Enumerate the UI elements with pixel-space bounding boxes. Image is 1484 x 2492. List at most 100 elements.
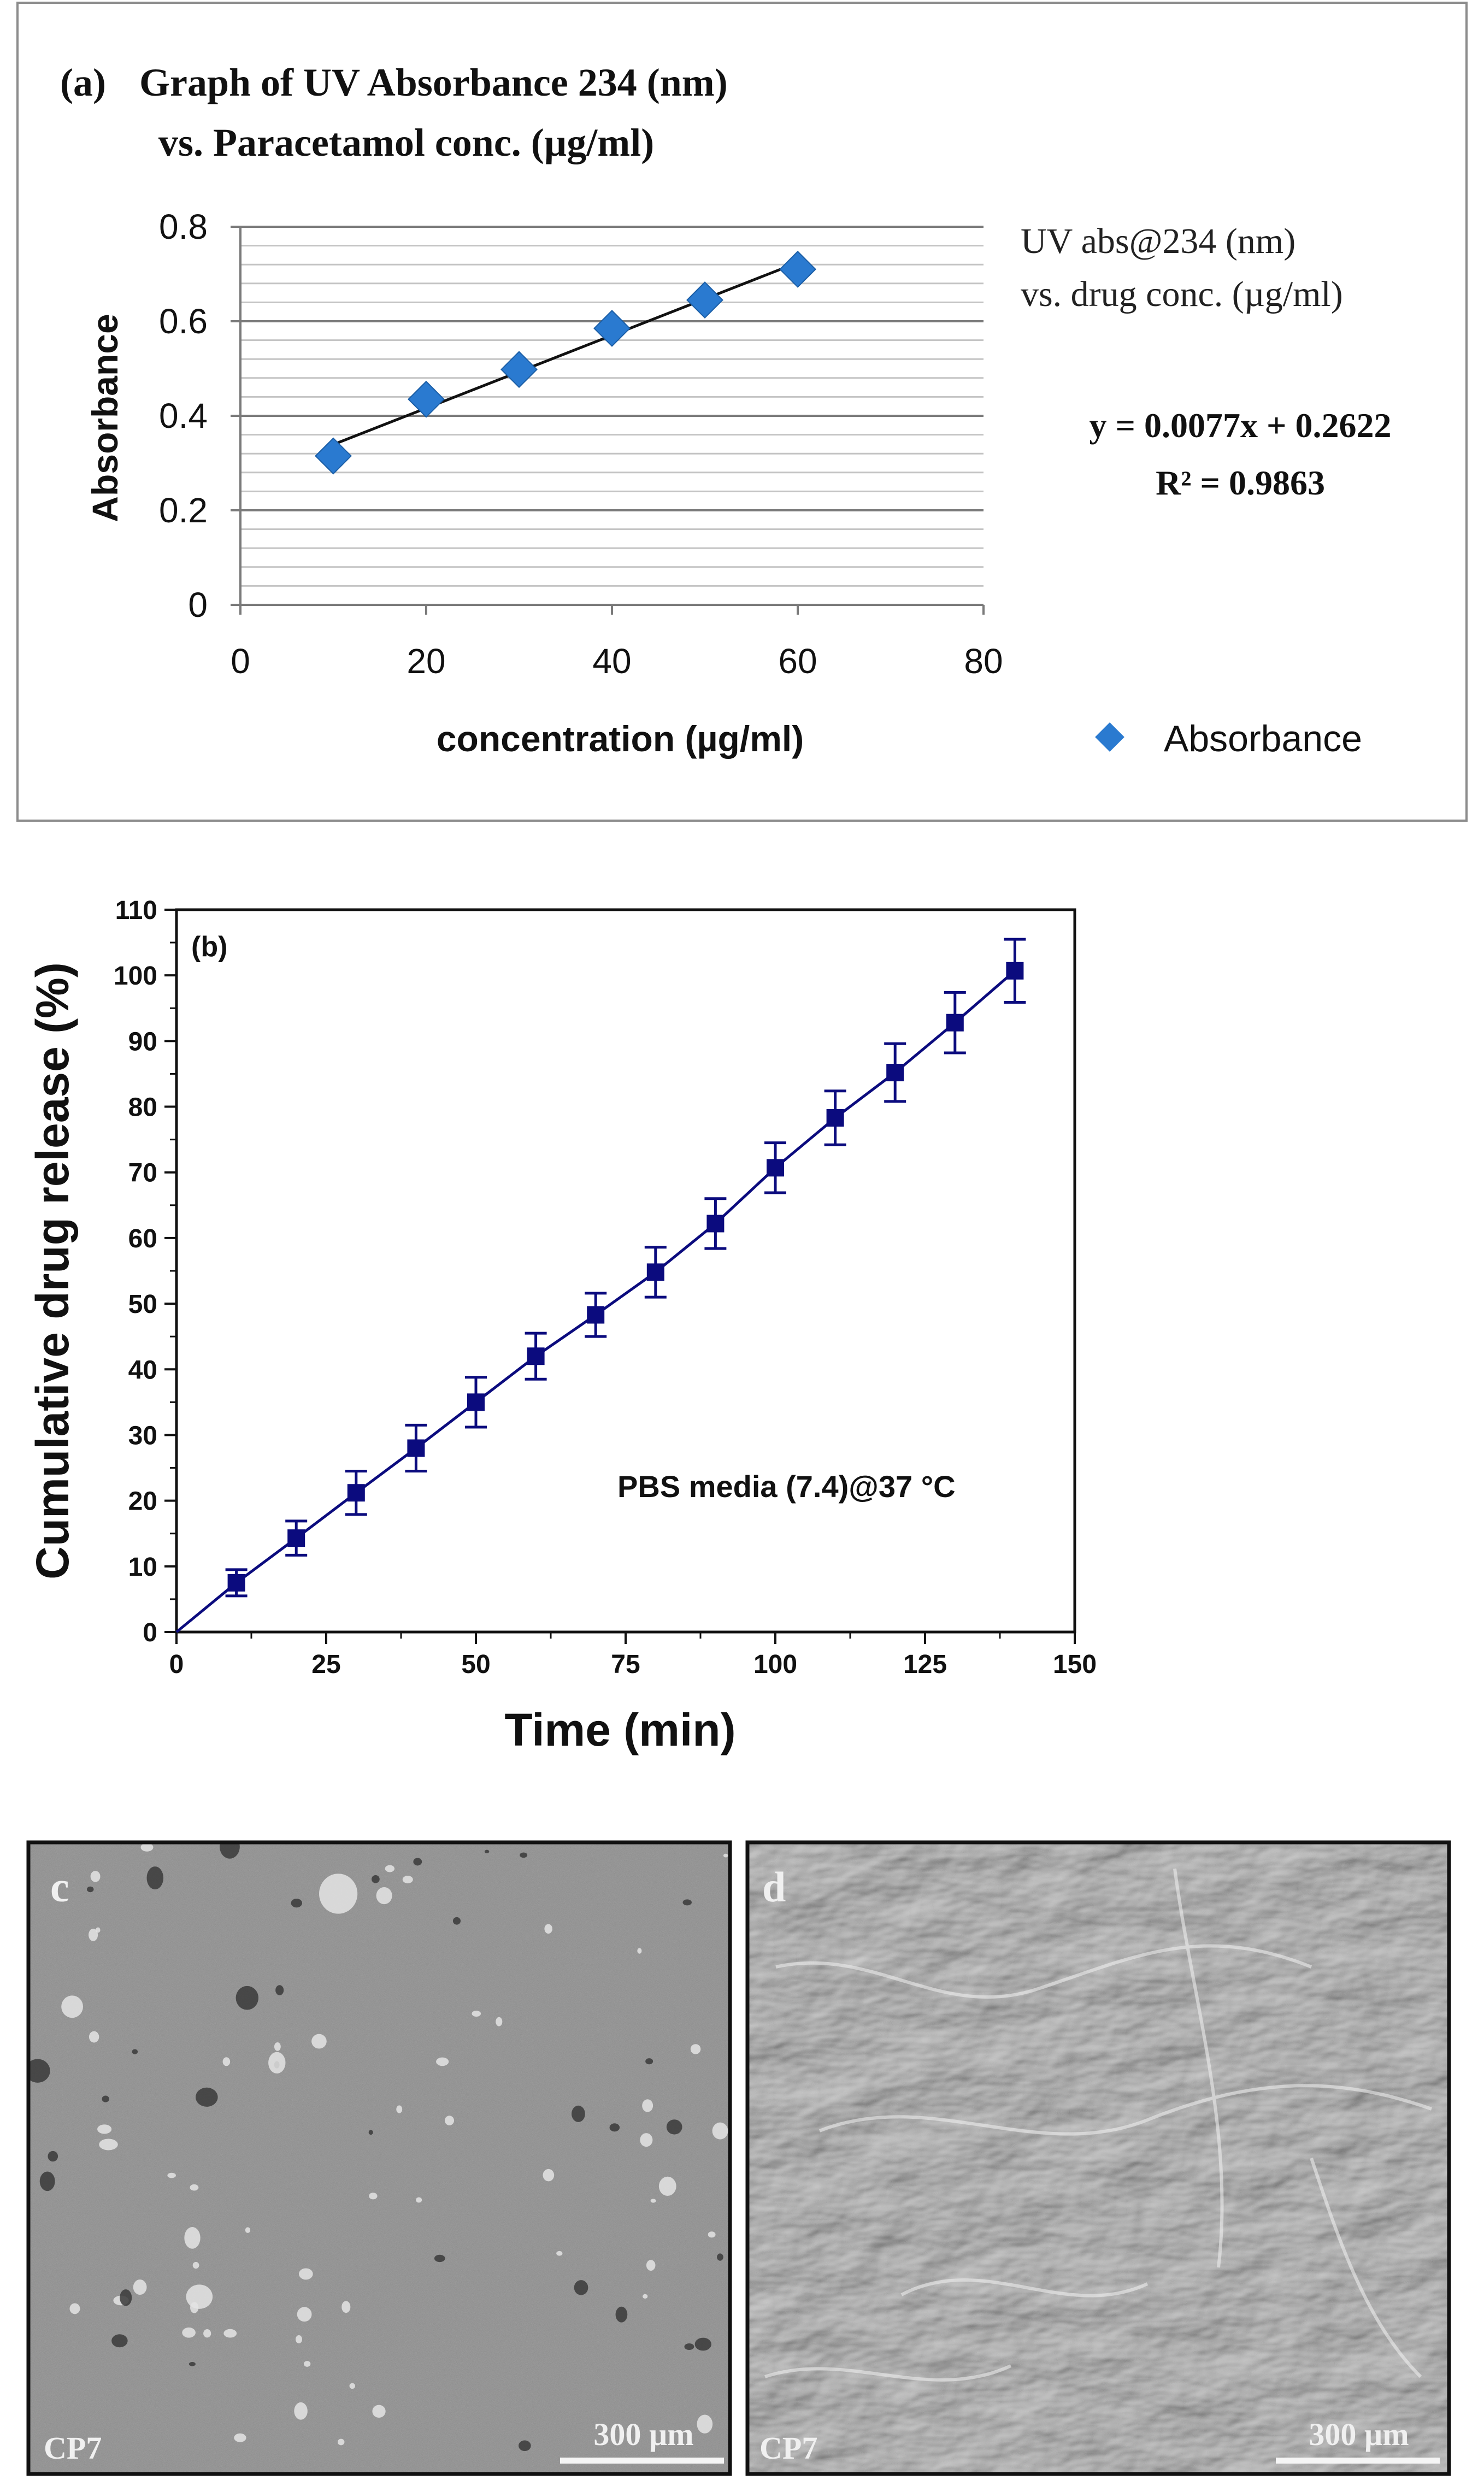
panel-c-particle [295, 2335, 303, 2343]
panel-c-particle [203, 2329, 211, 2338]
panel-b-error-bar [525, 1332, 547, 1381]
panel-b-error-bar [944, 991, 966, 1054]
panel-b-background [16, 882, 1109, 1781]
panel-c-particle [223, 2329, 237, 2338]
panel-d-texture [747, 1842, 1449, 2474]
panel-c-particle [372, 1875, 380, 1883]
panel-b-y-tick-label: 100 [114, 962, 157, 991]
panel-c-particle [186, 2284, 213, 2309]
panel-b-error-bar [884, 1042, 906, 1103]
panel-c-particle [640, 2133, 653, 2147]
panel-b-data-point [646, 1263, 664, 1281]
panel-c-particle [102, 2095, 109, 2102]
panel-b-error-bar [644, 1246, 667, 1299]
panel-b-x-tick-label: 50 [461, 1650, 490, 1679]
panel-c-particle [189, 2362, 196, 2366]
panel-b-y-tick-labels: 0 10 20 30 40 50 60 70 80 90 100 110 [114, 896, 157, 1647]
panel-a-y-tick-label: 0.2 [159, 491, 208, 530]
panel-c-particle [643, 2294, 648, 2299]
panel-c-particle [245, 2227, 251, 2233]
panel-c-particle [111, 2334, 128, 2348]
panel-c-particle [140, 1843, 154, 1852]
panel-c-particle [297, 2307, 312, 2322]
panel-a-trendline [333, 261, 798, 446]
panel-d-label: d [762, 1863, 786, 1911]
panel-c-particle [349, 2383, 356, 2389]
panel-a-legend: Absorbance [1095, 718, 1362, 759]
panel-b-y-tick-label: 90 [128, 1027, 157, 1056]
panel-c-particle [637, 1948, 642, 1954]
panel-c-particle [132, 2049, 138, 2054]
panel-c-scale-bar [560, 2458, 724, 2464]
panel-a-frame [16, 2, 1468, 822]
panel-c-particle [61, 1995, 83, 2018]
panel-c-particle [234, 2433, 246, 2442]
panel-c-particle [444, 2116, 455, 2125]
panel-a-data-point [408, 380, 445, 418]
panel-c-particle [520, 1852, 528, 1858]
panel-b-data-point [946, 1014, 964, 1032]
panel-b-y-tick-label: 10 [128, 1553, 157, 1582]
panel-c-particle [87, 1886, 94, 1893]
panel-c-particle [274, 2061, 280, 2069]
panel-a-absorbance-chart: (a) Graph of UV Absorbance 234 (nm) vs. … [16, 2, 1468, 822]
panel-c-particle [434, 2254, 445, 2263]
panel-b-error-bars [225, 938, 1026, 1598]
panel-c-particle [544, 1924, 552, 1934]
panel-b-error-bar [585, 1292, 607, 1338]
panel-c-particle [275, 1985, 284, 1995]
panel-a-gridlines [240, 226, 984, 606]
panel-c-particle [133, 2279, 147, 2295]
panel-b-y-tick-label: 40 [128, 1356, 157, 1385]
panel-c-texture [28, 1842, 730, 2474]
panel-b-x-tick-label: 75 [611, 1650, 640, 1679]
panel-c-particle [190, 2184, 199, 2191]
panel-c-particle [697, 2414, 713, 2434]
panel-c-particle [690, 2044, 701, 2054]
panel-b-error-bar [405, 1423, 427, 1473]
panel-b-x-tick-label: 100 [753, 1650, 797, 1679]
panel-c-particle [666, 2119, 682, 2135]
panel-b-data-point [886, 1064, 904, 1082]
panel-c-particle [609, 2123, 620, 2132]
panel-c-particle [268, 2052, 286, 2074]
panel-c-particle [658, 2176, 676, 2196]
panel-b-error-bar [1004, 938, 1026, 1004]
panel-c-particle [69, 2303, 80, 2314]
panel-b-data-point [227, 1574, 245, 1592]
panel-b-data-point [587, 1306, 605, 1324]
panel-c-particle [572, 2105, 585, 2122]
panel-b-data-point [767, 1159, 784, 1177]
panel-c-particle [543, 2169, 555, 2182]
panel-c-particle [650, 2199, 656, 2203]
panel-b-y-axis-label: Cumulative drug release (%) [27, 962, 78, 1580]
panel-b-data-point [826, 1109, 844, 1127]
panel-c-particle [642, 2099, 653, 2112]
panel-a-x-tick-label: 60 [778, 641, 817, 681]
panel-c-particle [496, 2017, 503, 2026]
panel-c-particle [195, 2087, 218, 2107]
panel-c-micrograph: c CP7 300 µm [26, 1840, 732, 2476]
panel-b-x-tick-labels: 0 25 50 75 100 125 150 [169, 1650, 1097, 1679]
panel-c-particle [89, 1928, 98, 1941]
panel-a-data-point [686, 281, 723, 319]
panel-b-data-point [287, 1529, 305, 1547]
panel-b-error-bar [345, 1470, 367, 1516]
panel-b-y-tick-label: 20 [128, 1487, 157, 1516]
panel-c-particle [113, 2295, 129, 2306]
panel-c-particle [89, 2031, 99, 2043]
panel-b-error-bar [824, 1089, 846, 1146]
panel-d-scale-bar [1276, 2458, 1440, 2464]
panel-c-particle [235, 1986, 258, 2010]
panel-a-x-tick-label: 20 [407, 641, 445, 681]
panel-c-particle [48, 2151, 58, 2162]
panel-b-x-tick-label: 125 [903, 1650, 947, 1679]
panel-c-particle [684, 2343, 694, 2350]
panel-c-particle [416, 2197, 422, 2203]
panel-b-error-bar [764, 1141, 786, 1194]
panel-c-particle [645, 2058, 653, 2065]
panel-c-particle [99, 2138, 118, 2151]
panel-b-y-tick-label: 110 [115, 896, 157, 925]
panel-b-data-point [407, 1439, 425, 1457]
panel-c-sample-label: CP7 [44, 2430, 102, 2466]
